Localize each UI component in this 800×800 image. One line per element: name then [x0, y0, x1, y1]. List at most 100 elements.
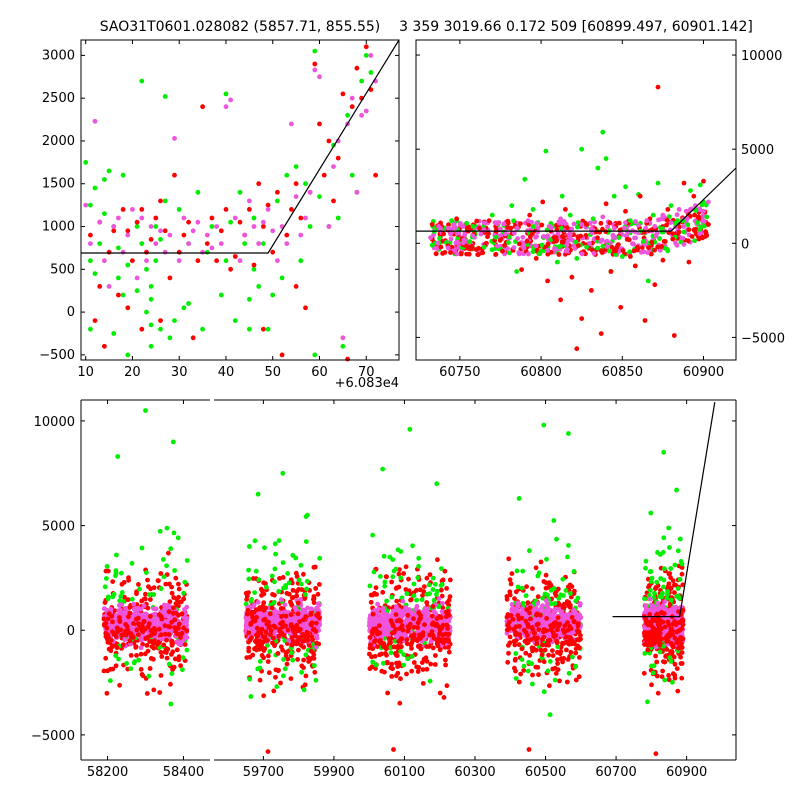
b-c1-red-159: [280, 575, 286, 580]
b-c4-red-133: [653, 653, 658, 659]
tl-point-s2-9: [125, 232, 131, 238]
tr-band-point-697: [694, 220, 700, 226]
tl-point-s0-15: [120, 292, 126, 298]
tl-ytick-label-6: 2500: [42, 91, 75, 106]
b-c1-red-216: [246, 590, 251, 595]
b-c2-red-175: [416, 665, 422, 670]
b-c3-redcore-876: [524, 637, 530, 643]
tr-point-s1-0: [429, 222, 435, 227]
b-c1-green-332: [252, 590, 257, 595]
tl-point-s0-34: [167, 335, 173, 341]
tr-point-s1-17: [569, 274, 575, 280]
b-c1-redcore-846: [283, 650, 289, 655]
b-c0-red-174: [140, 673, 146, 679]
b-c3-green-288: [570, 654, 575, 660]
b-c4-green-283: [679, 561, 685, 567]
tr-xtick-label-1: 60800: [520, 365, 561, 380]
b-c4-green-274: [667, 545, 672, 550]
b-c0-redcore-874: [121, 632, 127, 637]
tr-band-point-384: [571, 221, 577, 227]
tl-point-s0-46: [223, 258, 229, 264]
b-c2-redcore-880: [410, 637, 416, 643]
b-c0-redcore-788: [157, 626, 162, 632]
b-c1-redcore-877: [276, 633, 282, 639]
tr-point-s2-12: [558, 216, 563, 222]
tr-point-s0-19: [590, 216, 596, 222]
tr-point-s2-18: [623, 220, 628, 226]
b-c3-green-292: [575, 595, 581, 601]
tl-point-s0-58: [270, 292, 276, 298]
b-c1-green-326: [311, 663, 317, 668]
b-c3-redcore-880: [562, 630, 567, 635]
b-c0-red-171: [178, 663, 184, 669]
b-c1-redcore-803: [272, 625, 278, 630]
b-c2-red-209: [389, 674, 395, 679]
tl-point-s0-47: [228, 219, 234, 225]
b-c0-red-235: [179, 599, 184, 605]
tl-point-s1-32: [218, 228, 224, 234]
tl-point-s1-16: [148, 237, 154, 242]
tl-xtick-label-5: 60: [311, 365, 328, 380]
b-c3-redcore-826: [506, 619, 512, 625]
b-c0-red-200: [171, 664, 177, 670]
tl-point-s2-43: [284, 241, 290, 247]
tl-ytick-label-0: −500: [39, 348, 75, 363]
b-c0-green-295: [164, 525, 170, 531]
b-c3-green-294: [552, 601, 558, 606]
tl-point-s1-60: [340, 91, 346, 97]
tr-point-s1-37: [665, 207, 671, 212]
tl-point-s2-36: [251, 224, 257, 229]
b-c0-redcore-870: [139, 623, 145, 629]
b-c0-red-253: [110, 666, 116, 672]
tl-point-s1-36: [237, 219, 243, 225]
b-c0-green-338: [137, 586, 142, 592]
tr-band-point-378: [617, 227, 623, 233]
tl-point-s1-6: [111, 228, 117, 234]
tl-point-s0-1: [88, 258, 93, 264]
b-c0-redcore-846: [173, 610, 179, 616]
b-c2-green-329: [416, 555, 422, 561]
tr-point-s1-28: [623, 208, 628, 214]
b-c4-green-285: [677, 577, 683, 582]
tr-point-s2-15: [590, 227, 596, 233]
b-c2-green-304: [382, 579, 388, 585]
b-c3-redcore-855: [569, 637, 575, 643]
b-c1-redcore-815: [270, 640, 275, 646]
panel-bottom: 58200 58400 59700 59900 60100 60300 60500 60700…: [31, 399, 737, 780]
b-c0-redcore-849: [175, 625, 181, 631]
b-c3-green-269: [521, 663, 527, 669]
tl-point-s1-17: [153, 215, 159, 221]
b-c1-redcore-873: [263, 629, 269, 635]
tl-point-s2-3: [97, 219, 103, 225]
b-c0-green-347: [116, 656, 121, 662]
panel-top-right-title: 3 359 3019.66 0.172 509 [60899.497, 6090…: [399, 19, 753, 35]
tl-point-s0-21: [139, 241, 145, 247]
tr-band-point-146: [534, 220, 539, 226]
tr-xtick-label-3: 60900: [683, 365, 724, 380]
b-c0-redcore-875: [143, 636, 149, 641]
tl-ytick-label-3: 1000: [42, 220, 75, 235]
tr-band-point-279: [681, 224, 686, 230]
tl-point-s1-15: [144, 249, 149, 255]
tr-point-s2-10: [535, 229, 541, 235]
b-c2-redcore-793: [405, 612, 411, 618]
b-c3-redcore-883: [576, 645, 582, 651]
b-c2-mag-710: [424, 614, 429, 620]
tl-xtick-label-0: 10: [77, 365, 94, 380]
b-c0-mag-764: [176, 639, 182, 644]
b-c0-green-266: [157, 528, 163, 534]
b-c0-green-342: [111, 591, 117, 597]
tl-point-s0-23: [144, 309, 149, 315]
tl-point-s1-67: [373, 172, 378, 178]
b-c2-green-286: [404, 591, 410, 597]
tl-point-s1-41: [261, 224, 266, 229]
tl-point-s2-23: [190, 228, 196, 234]
tr-point-s0-4: [489, 212, 495, 218]
b-c3-redcore-873: [524, 607, 530, 612]
tl-point-s0-33: [162, 198, 168, 204]
b-c4-green-296: [661, 584, 666, 590]
tr-band-point-616: [613, 235, 618, 240]
b-c2-red-133: [409, 668, 415, 674]
tl-point-s1-35: [232, 254, 238, 259]
b-c0-green-263: [113, 653, 119, 659]
